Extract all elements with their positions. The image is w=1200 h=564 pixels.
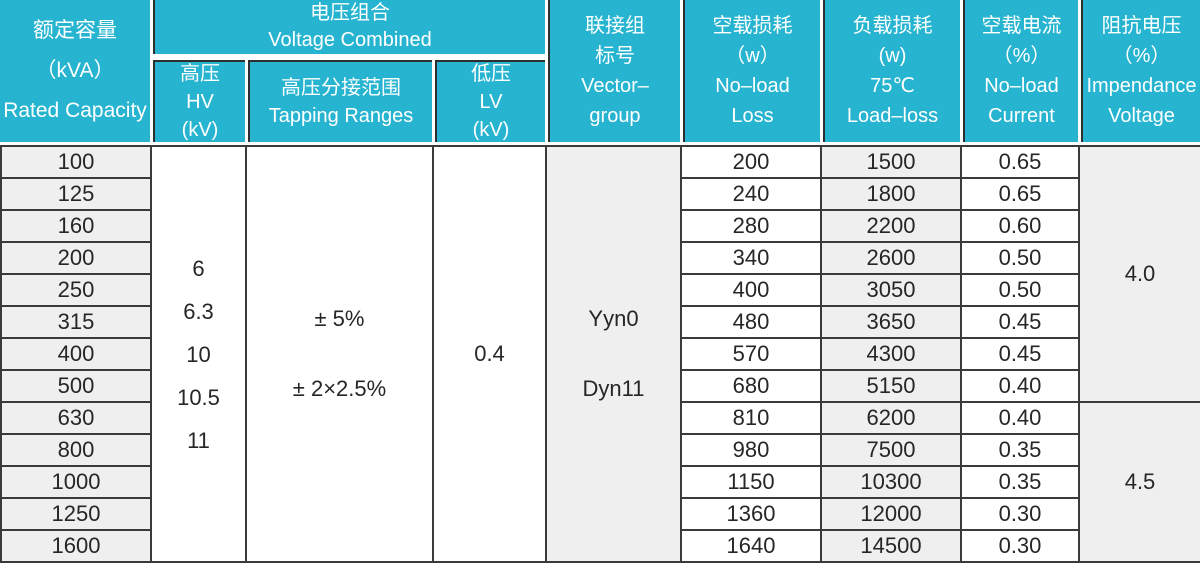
- vector-group-a: Yyn0: [588, 306, 639, 331]
- load-loss-cell: 3050: [820, 273, 962, 307]
- header-voltage-combined: 电压组合 Voltage Combined: [150, 0, 545, 57]
- capacity-cell: 315: [0, 305, 152, 339]
- no-load-current-cell: 0.60: [960, 209, 1080, 243]
- load-loss-cell: 7500: [820, 433, 962, 467]
- capacity-cell: 160: [0, 209, 152, 243]
- no-load-loss-cell: 400: [680, 273, 822, 307]
- table-row: 1250 1360 12000 0.30: [0, 497, 1200, 531]
- table-row: 125 240 1800 0.65: [0, 177, 1200, 211]
- vector-group-cell: Yyn0 Dyn11: [545, 145, 682, 563]
- header-impedance-voltage-label: 阻抗电压 （%） Impendance Voltage: [1081, 0, 1200, 142]
- no-load-current-cell: 0.50: [960, 241, 1080, 275]
- table-row: 800 980 7500 0.35: [0, 433, 1200, 467]
- no-load-loss-cell: 570: [680, 337, 822, 371]
- capacity-cell: 125: [0, 177, 152, 211]
- capacity-cell: 630: [0, 401, 152, 435]
- header-lv-label: 低压 LV (kV): [435, 60, 545, 142]
- header-lv: 低压 LV (kV): [432, 57, 545, 145]
- no-load-current-cell: 0.35: [960, 433, 1080, 467]
- header-voltage-combined-label: 电压组合 Voltage Combined: [153, 0, 545, 54]
- impedance-cell-group2: 4.5: [1078, 401, 1200, 563]
- capacity-cell: 200: [0, 241, 152, 275]
- tapping-range-cell: ± 5% ± 2×2.5%: [245, 145, 434, 563]
- load-loss-cell: 14500: [820, 529, 962, 563]
- load-loss-cell: 6200: [820, 401, 962, 435]
- hv-values-cell: 6 6.3 10 10.5 11: [150, 145, 247, 563]
- header-no-load-current-label: 空载电流 （%） No–load Current: [963, 0, 1078, 142]
- table-row: 1600 1640 14500 0.30: [0, 529, 1200, 563]
- impedance-cell-group1: 4.0: [1078, 145, 1200, 403]
- header-load-loss-label: 负载损耗 (w) 75℃ Load–loss: [823, 0, 960, 142]
- header-hv-label: 高压 HV (kV): [153, 60, 245, 142]
- capacity-cell: 100: [0, 145, 152, 179]
- no-load-current-cell: 0.35: [960, 465, 1080, 499]
- table-row: 400 570 4300 0.45: [0, 337, 1200, 371]
- no-load-current-cell: 0.30: [960, 529, 1080, 563]
- no-load-current-cell: 0.45: [960, 337, 1080, 371]
- no-load-current-cell: 0.30: [960, 497, 1080, 531]
- capacity-cell: 1000: [0, 465, 152, 499]
- capacity-cell: 800: [0, 433, 152, 467]
- no-load-loss-cell: 340: [680, 241, 822, 275]
- header-impedance-voltage: 阻抗电压 （%） Impendance Voltage: [1078, 0, 1200, 145]
- table-header: 额定容量 （kVA） Rated Capacity 电压组合 Voltage C…: [0, 0, 1200, 145]
- table-body: 100 6 6.3 10 10.5 11 ± 5% ± 2×2.5% 0.4 Y…: [0, 145, 1200, 563]
- table-row: 315 480 3650 0.45: [0, 305, 1200, 339]
- no-load-loss-cell: 280: [680, 209, 822, 243]
- load-loss-cell: 2600: [820, 241, 962, 275]
- header-no-load-current: 空载电流 （%） No–load Current: [960, 0, 1078, 145]
- no-load-loss-cell: 1640: [680, 529, 822, 563]
- load-loss-cell: 4300: [820, 337, 962, 371]
- no-load-loss-cell: 810: [680, 401, 822, 435]
- table-row: 160 280 2200 0.60: [0, 209, 1200, 243]
- no-load-loss-cell: 1360: [680, 497, 822, 531]
- header-vector-group: 联接组 标号 Vector– group: [545, 0, 680, 145]
- capacity-cell: 250: [0, 273, 152, 307]
- table-row: 1000 1150 10300 0.35: [0, 465, 1200, 499]
- table-row: 630 810 6200 0.40 4.5: [0, 401, 1200, 563]
- load-loss-cell: 12000: [820, 497, 962, 531]
- no-load-loss-cell: 200: [680, 145, 822, 179]
- tapping-range-b: ± 2×2.5%: [292, 376, 387, 401]
- table-row: 200 340 2600 0.50: [0, 241, 1200, 275]
- load-loss-cell: 1800: [820, 177, 962, 211]
- load-loss-cell: 1500: [820, 145, 962, 179]
- header-tapping-ranges: 高压分接范围 Tapping Ranges: [245, 57, 432, 145]
- hv-values: 6 6.3 10 10.5 11: [177, 255, 220, 453]
- capacity-cell: 500: [0, 369, 152, 403]
- no-load-current-cell: 0.40: [960, 401, 1080, 435]
- header-rated-capacity: 额定容量 （kVA） Rated Capacity: [0, 0, 150, 145]
- no-load-loss-cell: 240: [680, 177, 822, 211]
- header-tapping-ranges-label: 高压分接范围 Tapping Ranges: [248, 60, 432, 142]
- no-load-loss-cell: 980: [680, 433, 822, 467]
- header-no-load-loss: 空载损耗 （w） No–load Loss: [680, 0, 820, 145]
- vector-group-b: Dyn11: [582, 376, 645, 401]
- capacity-cell: 1600: [0, 529, 152, 563]
- no-load-current-cell: 0.50: [960, 273, 1080, 307]
- no-load-current-cell: 0.65: [960, 177, 1080, 211]
- header-vector-group-label: 联接组 标号 Vector– group: [548, 0, 680, 142]
- lv-value-cell: 0.4: [432, 145, 547, 563]
- header-no-load-loss-label: 空载损耗 （w） No–load Loss: [683, 0, 820, 142]
- header-load-loss: 负载损耗 (w) 75℃ Load–loss: [820, 0, 960, 145]
- no-load-current-cell: 0.40: [960, 369, 1080, 403]
- load-loss-cell: 5150: [820, 369, 962, 403]
- no-load-current-cell: 0.45: [960, 305, 1080, 339]
- no-load-loss-cell: 480: [680, 305, 822, 339]
- no-load-current-cell: 0.65: [960, 145, 1080, 179]
- load-loss-cell: 3650: [820, 305, 962, 339]
- load-loss-cell: 10300: [820, 465, 962, 499]
- load-loss-cell: 2200: [820, 209, 962, 243]
- table-row: 250 400 3050 0.50: [0, 273, 1200, 307]
- table-row: 100 6 6.3 10 10.5 11 ± 5% ± 2×2.5% 0.4 Y…: [0, 145, 1200, 563]
- table-row: 500 680 5150 0.40: [0, 369, 1200, 403]
- no-load-loss-cell: 680: [680, 369, 822, 403]
- tapping-range-a: ± 5%: [314, 306, 365, 331]
- header-rated-capacity-label: 额定容量 （kVA） Rated Capacity: [0, 0, 150, 142]
- header-hv: 高压 HV (kV): [150, 57, 245, 145]
- capacity-cell: 1250: [0, 497, 152, 531]
- capacity-cell: 400: [0, 337, 152, 371]
- no-load-loss-cell: 1150: [680, 465, 822, 499]
